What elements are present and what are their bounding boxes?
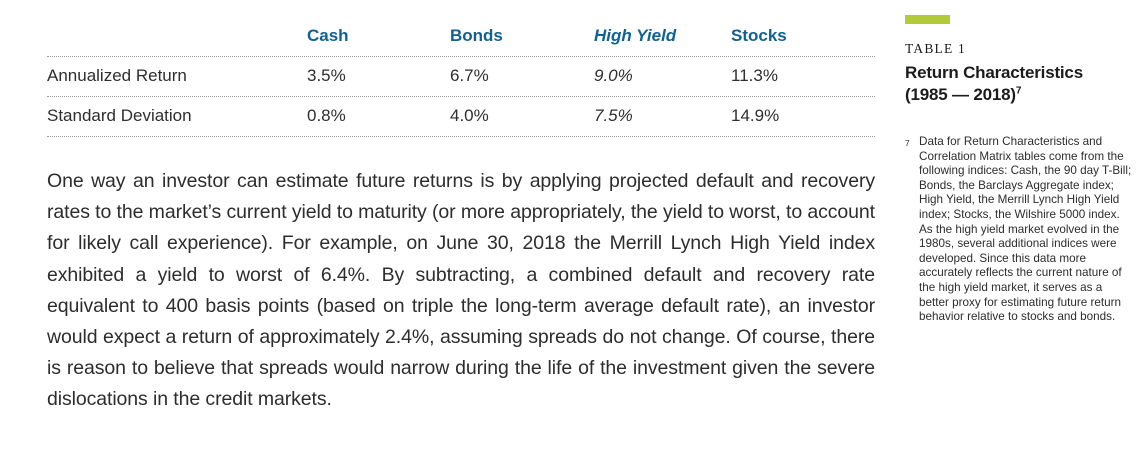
table-header-stocks: Stocks [731, 26, 787, 45]
row-label: Standard Deviation [47, 106, 192, 125]
footnote-marker: 7 [905, 138, 910, 148]
footnote-reference: 7 [1015, 85, 1022, 97]
row-label: Annualized Return [47, 66, 187, 85]
table-header-high-yield: High Yield [594, 26, 677, 45]
green-accent-bar [905, 15, 950, 24]
cell-bonds: 4.0% [450, 106, 489, 125]
table-row-standard-deviation: Standard Deviation 0.8% 4.0% 7.5% 14.9% [47, 97, 875, 137]
cell-high-yield: 9.0% [594, 66, 633, 85]
cell-stocks: 11.3% [731, 66, 778, 85]
table-number-label: TABLE 1 [905, 41, 966, 56]
table-title-line2: (1985 — 2018) [905, 85, 1016, 104]
return-characteristics-table: Cash Bonds High Yield Stocks Annualized … [47, 26, 875, 137]
cell-cash: 3.5% [307, 66, 346, 85]
cell-bonds: 6.7% [450, 66, 489, 85]
body-paragraph: One way an investor can estimate future … [47, 170, 875, 411]
cell-high-yield: 7.5% [594, 106, 633, 125]
table-header-empty [47, 46, 307, 56]
table-header-row: Cash Bonds High Yield Stocks [47, 26, 875, 57]
cell-stocks: 14.9% [731, 106, 780, 125]
table-title-line1: Return Characteristics [905, 63, 1083, 82]
cell-cash: 0.8% [307, 106, 346, 125]
footnote-text: Data for Return Characteristics and Corr… [919, 135, 1132, 324]
footnote: 7 Data for Return Characteristics and Co… [905, 135, 1135, 325]
table-header-cash: Cash [307, 26, 349, 45]
table-row-annualized-return: Annualized Return 3.5% 6.7% 9.0% 11.3% [47, 57, 875, 97]
table-title: Return Characteristics (1985 — 2018)7 [905, 62, 1083, 106]
table-header-bonds: Bonds [450, 26, 503, 45]
